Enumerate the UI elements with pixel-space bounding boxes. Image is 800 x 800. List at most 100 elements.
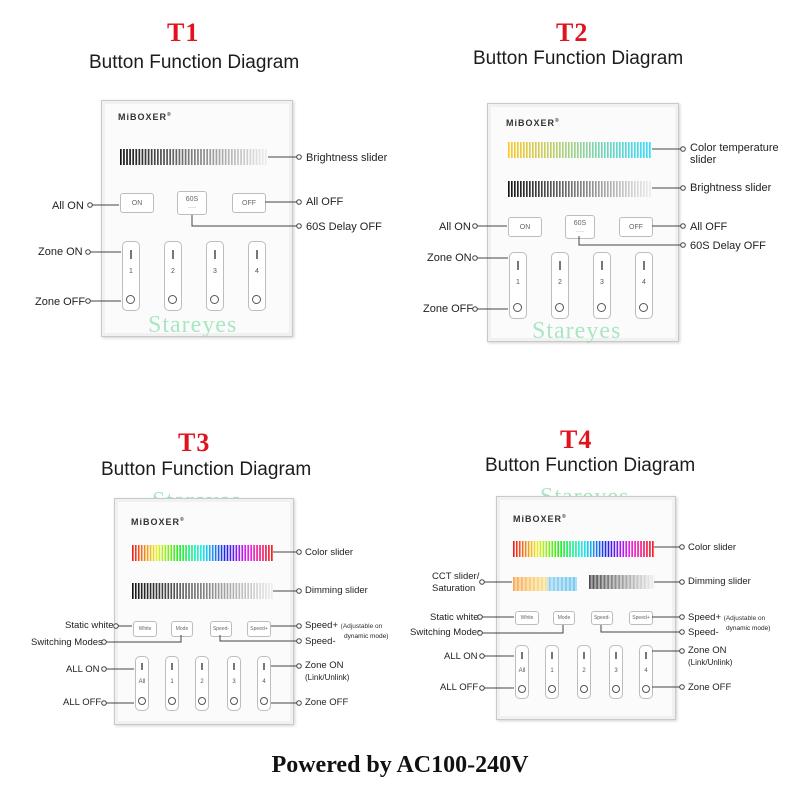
- t4-speed-minus-button[interactable]: Speed-: [591, 611, 613, 625]
- t3-speed-plus-button[interactable]: Speed+: [247, 621, 271, 637]
- slider-segment: [250, 545, 252, 561]
- slider-segment: [594, 575, 596, 589]
- slider-segment: [539, 577, 541, 591]
- t3-zone-on-sub: (Link/Unlink): [305, 673, 350, 682]
- slider-segment: [217, 545, 220, 561]
- slider-segment: [132, 583, 134, 599]
- slider-segment: [176, 545, 179, 561]
- slider-segment: [241, 545, 244, 561]
- t1-60s-button[interactable]: 60S ——: [177, 191, 207, 215]
- t3-mode-button[interactable]: Mode: [171, 621, 193, 637]
- t4-zone-4[interactable]: 4: [639, 645, 653, 699]
- t4-speed-note: (Adjustable on: [723, 615, 766, 622]
- slider-segment: [616, 142, 618, 158]
- t4-white-button[interactable]: White: [515, 611, 539, 625]
- t2-on-button[interactable]: ON: [508, 217, 542, 237]
- t4-speed-plus-button[interactable]: Speed+: [629, 611, 653, 625]
- slider-segment: [530, 577, 532, 591]
- slider-segment: [607, 181, 609, 197]
- t4-zone-all[interactable]: All: [515, 645, 529, 699]
- slider-segment: [256, 583, 258, 599]
- slider-segment: [619, 575, 621, 589]
- t1-zone-2[interactable]: 2: [164, 241, 182, 311]
- t1-zone-3[interactable]: 3: [206, 241, 224, 311]
- t4-zone-2[interactable]: 2: [577, 645, 591, 699]
- t1-zone-4[interactable]: 4: [248, 241, 266, 311]
- t4-cct-slider[interactable]: [513, 577, 577, 591]
- t2-zone-4[interactable]: 4: [635, 252, 653, 319]
- slider-segment: [634, 142, 636, 158]
- t4-mode-button[interactable]: Mode: [553, 611, 575, 625]
- t3-zone-1[interactable]: 1: [165, 656, 179, 711]
- t3-dimming-slider[interactable]: [132, 583, 274, 599]
- slider-segment: [551, 577, 553, 591]
- slider-segment: [650, 575, 652, 589]
- t3-white-button[interactable]: White: [133, 621, 157, 637]
- slider-segment: [247, 583, 250, 599]
- t3-speed-minus-button[interactable]: Speed-: [210, 621, 232, 637]
- slider-segment: [584, 541, 586, 557]
- t2-brightness-slider[interactable]: [508, 181, 652, 197]
- t2-off-button[interactable]: OFF: [619, 217, 653, 237]
- slider-segment: [158, 583, 161, 599]
- t1-off-button[interactable]: OFF: [232, 193, 266, 213]
- slider-segment: [525, 577, 526, 591]
- t2-zone-1[interactable]: 1: [509, 252, 527, 319]
- slider-segment: [589, 541, 592, 557]
- t4-cct-label: CCT slider/ Saturation: [432, 571, 479, 595]
- slider-segment: [549, 142, 552, 158]
- slider-segment: [592, 142, 594, 158]
- slider-segment: [185, 583, 187, 599]
- slider-segment: [271, 583, 273, 599]
- t2-60s-button[interactable]: 60S ——: [565, 215, 595, 239]
- slider-segment: [153, 149, 156, 165]
- t1-zone-on-label: Zone ON: [38, 246, 83, 258]
- t1-on-button[interactable]: ON: [120, 193, 154, 213]
- slider-segment: [631, 575, 633, 589]
- t3-speed-minus-label: Speed-: [305, 636, 336, 647]
- t2-color-temp-slider[interactable]: [508, 142, 652, 158]
- t3-zone-1-label: 1: [170, 679, 174, 685]
- slider-segment: [553, 142, 555, 158]
- t3-zone-3[interactable]: 3: [227, 656, 241, 711]
- slider-segment: [538, 181, 540, 197]
- t4-zone-3[interactable]: 3: [609, 645, 623, 699]
- slider-segment: [259, 545, 261, 561]
- t3-zone-4[interactable]: 4: [257, 656, 271, 711]
- slider-segment: [608, 575, 610, 589]
- slider-segment: [556, 181, 558, 197]
- slider-segment: [571, 142, 573, 158]
- t3-zone-all[interactable]: All: [135, 656, 149, 711]
- slider-segment: [203, 583, 205, 599]
- slider-segment: [558, 142, 561, 158]
- t3-color-slider[interactable]: [132, 545, 274, 561]
- slider-segment: [529, 181, 531, 197]
- slider-segment: [513, 142, 516, 158]
- slider-segment: [612, 181, 615, 197]
- slider-segment: [223, 545, 226, 561]
- slider-segment: [538, 577, 540, 591]
- t1-zone-1[interactable]: 1: [122, 241, 140, 311]
- slider-segment: [580, 142, 582, 158]
- slider-segment: [519, 577, 521, 591]
- t4-dimming-slider[interactable]: [589, 575, 655, 589]
- slider-segment: [558, 577, 560, 591]
- slider-segment: [602, 575, 604, 589]
- slider-segment: [549, 577, 550, 591]
- slider-segment: [545, 577, 546, 591]
- t2-zone-2[interactable]: 2: [551, 252, 569, 319]
- slider-segment: [527, 541, 530, 557]
- slider-segment: [194, 583, 196, 599]
- t2-brightness-label: Brightness slider: [690, 182, 772, 194]
- slider-segment: [520, 181, 522, 197]
- slider-segment: [649, 575, 651, 589]
- t3-zone-2[interactable]: 2: [195, 656, 209, 711]
- slider-segment: [197, 583, 199, 599]
- t1-brightness-slider[interactable]: [120, 149, 268, 165]
- slider-segment: [585, 181, 588, 197]
- t4-zone-1[interactable]: 1: [545, 645, 559, 699]
- slider-segment: [141, 149, 144, 165]
- t4-color-slider[interactable]: [513, 541, 655, 557]
- t2-zone-3[interactable]: 3: [593, 252, 611, 319]
- slider-segment: [152, 545, 155, 561]
